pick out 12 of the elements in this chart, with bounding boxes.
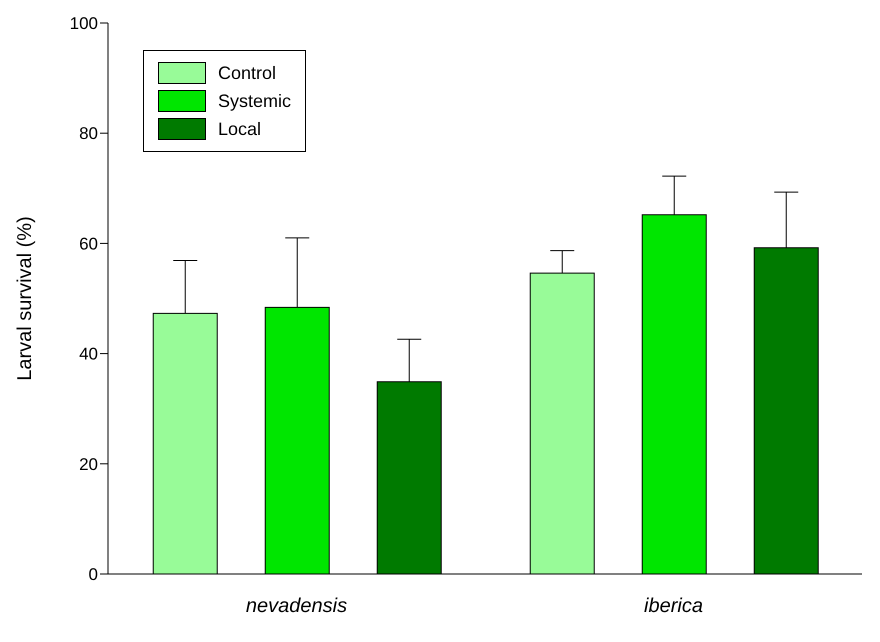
legend-label: Control: [218, 62, 276, 84]
y-axis-title: Larval survival (%): [14, 216, 36, 381]
y-tick-label: 80: [79, 124, 98, 144]
legend-label: Local: [218, 118, 262, 140]
y-tick-label: 40: [79, 344, 98, 364]
y-tick-label: 100: [70, 14, 98, 34]
y-tick-label: 20: [79, 454, 98, 474]
y-tick-label: 0: [88, 565, 98, 584]
x-tick-label: iberica: [644, 595, 703, 618]
y-tick-label: 60: [79, 234, 98, 254]
legend-label: Systemic: [218, 90, 292, 112]
x-tick-label: nevadensis: [246, 595, 348, 618]
